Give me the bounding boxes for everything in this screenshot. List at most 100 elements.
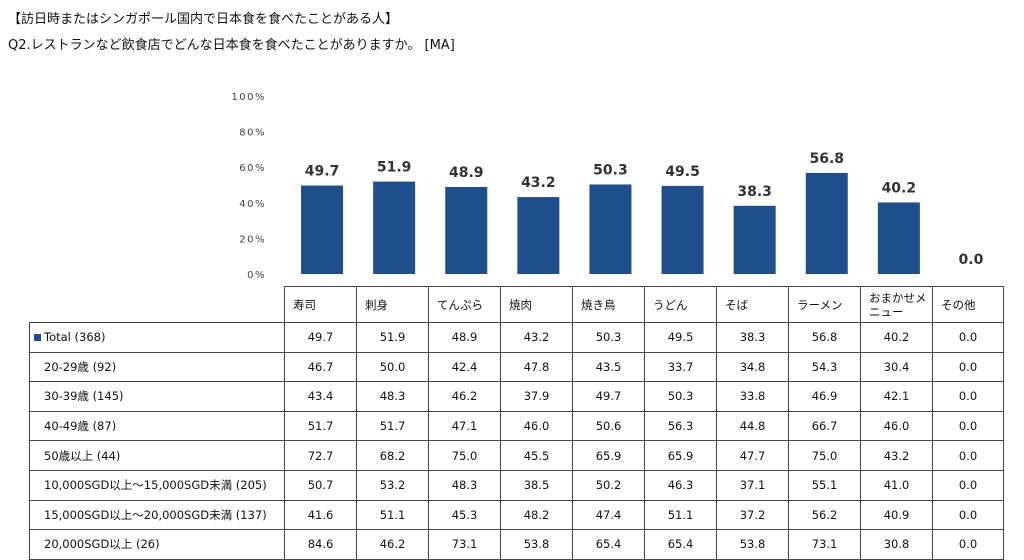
table-cell: 65.9: [644, 440, 717, 471]
table-cell: 48.9: [428, 322, 501, 353]
bar: [805, 172, 848, 274]
table-cell: 48.2: [500, 499, 573, 531]
table-cell: 65.4: [644, 529, 717, 560]
table-cell: 56.2: [788, 499, 861, 531]
table-cell: 46.2: [356, 529, 429, 560]
table-cell: 56.3: [644, 410, 717, 442]
row-label: Total (368): [29, 322, 285, 353]
table-cell: 51.9: [356, 322, 429, 353]
table-cell: 48.3: [428, 469, 501, 501]
table-cell: 0.0: [932, 410, 1004, 442]
bar-value-label: 50.3: [593, 162, 628, 178]
table-header-row: 寿司 刺身 てんぷら 焼肉 焼き鳥 うどん そば ラーメン おまかせメニュー その他: [30, 286, 1004, 323]
column-header: 焼肉: [500, 286, 573, 323]
table-row: 10,000SGD以上～15,000SGD未満 (205) 50.7 53.2 48.…: [29, 469, 1004, 501]
row-label: 20,000SGD以上 (26): [29, 529, 285, 560]
table-cell: 40.2: [860, 322, 933, 353]
table-cell: 50.6: [572, 410, 645, 442]
bar-value-label: 38.3: [737, 184, 772, 200]
table-cell: 50.2: [572, 469, 645, 501]
table-cell: 55.1: [788, 469, 861, 501]
table-cell: 51.1: [356, 499, 429, 531]
table-row: 15,000SGD以上～20,000SGD未満 (137) 41.6 51.1 45.…: [29, 499, 1004, 531]
row-label-text: Total (368): [44, 330, 106, 345]
table-cell: 73.1: [428, 529, 501, 560]
table-cell: 0.0: [932, 499, 1004, 531]
table-cell: 38.5: [500, 469, 573, 501]
table-cell: 37.9: [500, 381, 573, 412]
table-cell: 0.0: [932, 469, 1004, 501]
table-cell: 43.2: [860, 440, 933, 471]
table-row: Total (368) 49.7 51.9 48.9 43.2 50.3 49.5 38.3 5…: [29, 322, 1004, 353]
row-label-text: 15,000SGD以上～20,000SGD未満 (137): [44, 507, 267, 522]
table-cell: 53.8: [500, 529, 573, 560]
row-label-text: 20,000SGD以上 (26): [44, 537, 160, 552]
bar: [661, 185, 704, 274]
table-cell: 46.0: [860, 410, 933, 442]
column-header: てんぷら: [428, 286, 501, 323]
row-label-text: 30-39歳 (145): [44, 389, 124, 404]
table-row: 30-39歳 (145) 43.4 48.3 46.2 37.9 49.7 50.3 33.8…: [29, 381, 1004, 412]
bar-value-label: 40.2: [882, 180, 917, 196]
table-cell: 47.4: [572, 499, 645, 531]
table-cell: 45.3: [428, 499, 501, 531]
row-label-text: 20-29歳 (92): [44, 359, 117, 374]
data-table: 寿司 刺身 てんぷら 焼肉 焼き鳥 うどん そば ラーメン おまかせメニュー その他 Total …: [29, 286, 1004, 560]
table-cell: 49.5: [644, 322, 717, 353]
bar-value-label: 51.9: [377, 160, 412, 176]
table-cell: 68.2: [356, 440, 429, 471]
header-title: 【訪日時またはシンガポール国内で日本食を食べたことがある人】: [8, 12, 399, 27]
table-cell: 54.3: [788, 351, 861, 383]
table-cell: 66.7: [788, 410, 861, 442]
y-tick-label: 0%: [247, 270, 266, 281]
table-cell: 33.7: [644, 351, 717, 383]
table-cell: 47.7: [716, 440, 789, 471]
column-header: おまかせメニュー: [860, 286, 933, 323]
bar: [445, 186, 488, 274]
table-cell: 73.1: [788, 529, 861, 560]
table-cell: 72.7: [284, 440, 357, 471]
table-cell: 34.8: [716, 351, 789, 383]
table-cell: 40.9: [860, 499, 933, 531]
row-label: 20-29歳 (92): [29, 351, 285, 383]
table-cell: 51.1: [644, 499, 717, 531]
bar: [877, 202, 920, 274]
row-label-text: 50歳以上 (44): [44, 448, 121, 463]
y-tick-label: 40%: [239, 199, 266, 210]
row-label: 40-49歳 (87): [29, 410, 285, 442]
bar: [373, 181, 416, 274]
table-cell: 43.2: [500, 322, 573, 353]
table-cell: 38.3: [716, 322, 789, 353]
table-cell: 41.6: [284, 499, 357, 531]
bar-chart: 0%20%40%60%80%100% 49.7 51.9 48.943.250.3 4…: [231, 92, 984, 281]
y-tick-label: 20%: [239, 234, 266, 245]
row-label: 10,000SGD以上～15,000SGD未満 (205): [29, 469, 285, 501]
table-row: 50歳以上 (44) 72.7 68.2 75.0 45.5 65.9 65.9 47.7 75…: [29, 440, 1004, 471]
table-cell: 75.0: [428, 440, 501, 471]
table-cell: 33.8: [716, 381, 789, 412]
table-cell: 46.2: [428, 381, 501, 412]
row-label: 15,000SGD以上～20,000SGD未満 (137): [29, 499, 285, 531]
table-cell: 37.1: [716, 469, 789, 501]
table-cell: 65.9: [572, 440, 645, 471]
bar: [301, 185, 344, 274]
table-cell: 84.6: [284, 529, 357, 560]
table-cell: 47.1: [428, 410, 501, 442]
bar-value-label: 49.7: [305, 164, 340, 180]
bar-value-label: 0.0: [959, 252, 984, 268]
table-cell: 0.0: [932, 322, 1004, 353]
table-cell: 48.3: [356, 381, 429, 412]
y-tick-label: 60%: [239, 163, 266, 174]
table-cell: 50.3: [644, 381, 717, 412]
table-cell: 43.4: [284, 381, 357, 412]
table-cell: 46.0: [500, 410, 573, 442]
table-row: 40-49歳 (87) 51.7 51.7 47.1 46.0 50.6 56.3 44.8 6…: [29, 410, 1004, 442]
row-label-text: 40-49歳 (87): [44, 419, 117, 434]
y-tick-label: 100%: [231, 92, 266, 103]
question-text: Q2.レストランなど飲食店でどんな日本食を食べたことがありますか。 [MA]: [8, 38, 455, 53]
column-header: うどん: [644, 286, 717, 323]
y-axis: 0% 20% 40% 60% 80% 100%: [231, 92, 266, 281]
table-cell: 50.0: [356, 351, 429, 383]
bar: [733, 205, 776, 274]
table-cell: 41.0: [860, 469, 933, 501]
